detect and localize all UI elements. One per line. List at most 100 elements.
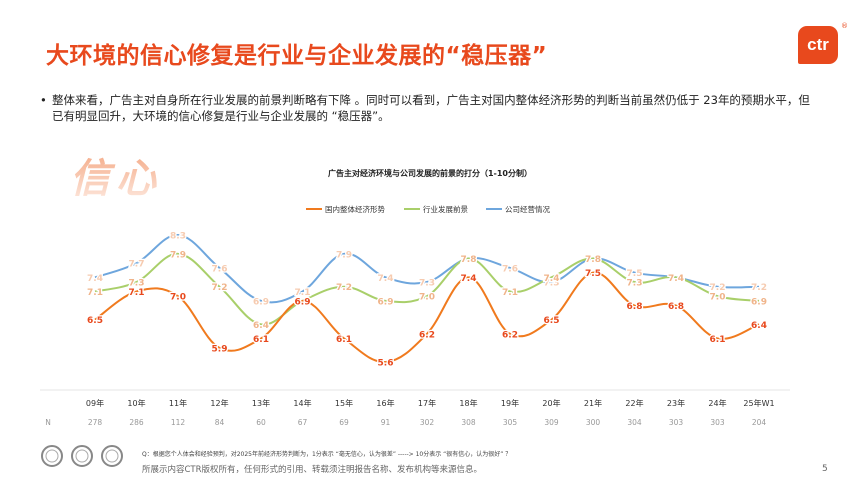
copyright-notice: 所展示内容CTR版权所有，任何形式的引用、转载须注明报告名称、发布机构等来源信息… (142, 465, 483, 475)
x-tick-label: 23年 (667, 398, 685, 408)
page-title: 大环境的信心修复是行业与企业发展的“稳压器” (46, 43, 548, 69)
n-value: 67 (298, 418, 308, 427)
data-label: 6.1 (710, 335, 726, 345)
n-value: 112 (171, 418, 186, 427)
data-label: 7.1 (295, 288, 311, 298)
data-label: 6.4 (253, 321, 269, 331)
x-tick-label: 18年 (459, 398, 477, 408)
data-label: 7.7 (129, 260, 145, 270)
x-tick-label: 09年 (86, 398, 104, 408)
registered-mark: ® (841, 22, 848, 30)
n-value: 84 (215, 418, 225, 427)
x-tick-label: 20年 (542, 398, 560, 408)
x-tick-label: 14年 (293, 398, 311, 408)
data-label: 6.9 (253, 297, 269, 307)
data-label: 7.2 (751, 283, 767, 293)
data-label: 7.3 (419, 279, 435, 289)
chart-legend: 国内整体经济形势 行业发展前景 公司经营情况 (306, 204, 550, 214)
summary-text: 整体来看，广告主对自身所在行业发展的前景判断略有下降 。同时可以看到，广告主对国… (52, 93, 810, 123)
data-label: 7.3 (627, 279, 643, 289)
data-label: 6.5 (87, 316, 103, 326)
chart-title: 广告主对经济环境与公司发展的前景的打分（1-10分制） (328, 168, 532, 178)
series-line (94, 233, 760, 304)
legend-label: 公司经营情况 (505, 204, 550, 214)
x-axis-tick-labels: 09年 10年 11年 12年 13年 14年 15年 16年 17年 18年 19年 20年 21年 2… (86, 398, 775, 408)
data-labels: 7.47.78.37.66.97.17.97.4 7.37.87.67.37.87… (86, 230, 768, 370)
data-label: 7.0 (170, 293, 186, 303)
legend-label: 行业发展前景 (423, 204, 468, 214)
data-label: 7.3 (129, 279, 145, 289)
data-label: 7.5 (627, 269, 643, 279)
data-label: 6.5 (544, 316, 560, 326)
x-tick-label: 16年 (376, 398, 394, 408)
data-label: 6.2 (419, 330, 435, 340)
data-label: 7.1 (87, 288, 103, 298)
n-value: 303 (669, 418, 684, 427)
data-label: 7.9 (170, 250, 186, 260)
n-value: 309 (544, 418, 559, 427)
n-value: 204 (752, 418, 767, 427)
data-label: 7.3 (544, 279, 560, 289)
decor-xinxin-text: 信心 (70, 156, 162, 202)
data-label: 6.8 (627, 302, 643, 312)
x-tick-label: 15年 (335, 398, 353, 408)
data-label: 6.9 (295, 297, 311, 307)
n-value: 278 (88, 418, 103, 427)
ctr-logo: ctr (798, 26, 838, 64)
data-label: 7.4 (668, 274, 684, 284)
x-tick-label: 22年 (625, 398, 643, 408)
data-label: 7.0 (419, 293, 435, 303)
data-label: 7.4 (544, 274, 560, 284)
data-label: 6.4 (751, 321, 767, 331)
data-label: 7.0 (710, 293, 726, 303)
data-label: 5.9 (212, 344, 228, 354)
n-value: 91 (381, 418, 391, 427)
data-label: 6.9 (751, 297, 767, 307)
series-line (94, 271, 760, 364)
n-value: 69 (339, 418, 349, 427)
x-tick-label: 10年 (127, 398, 145, 408)
award-badges (40, 444, 130, 474)
x-tick-label: 25年W1 (743, 398, 774, 408)
x-tick-label: 21年 (584, 398, 602, 408)
data-label: 7.8 (585, 255, 601, 265)
legend-label: 国内整体经济形势 (325, 204, 385, 214)
bullet-dot-icon: • (40, 93, 47, 107)
n-value: 286 (129, 418, 144, 427)
data-label: 6.1 (336, 335, 352, 345)
data-label: 6.9 (295, 297, 311, 307)
data-label: 8.3 (170, 232, 186, 242)
data-label: 5.6 (378, 359, 394, 369)
series-line (94, 252, 760, 326)
sample-size-row: N 278 286 112 84 60 67 69 91 302 308 305 309 300 304 30… (45, 418, 766, 427)
data-label: 7.6 (212, 264, 228, 274)
data-label: 7.9 (336, 250, 352, 260)
data-label: 7.2 (336, 283, 352, 293)
question-footnote: Q：根据您个人体会和经验预判，对2025年前经济形势判断为，1分表示 “毫无信心… (142, 451, 512, 458)
x-tick-label: 17年 (418, 398, 436, 408)
data-label: 7.4 (87, 274, 103, 284)
n-value: 302 (420, 418, 435, 427)
n-value: 300 (586, 418, 601, 427)
data-label: 7.8 (461, 255, 477, 265)
data-label: 7.1 (129, 288, 145, 298)
x-tick-label: 12年 (210, 398, 228, 408)
data-label: 7.8 (461, 255, 477, 265)
data-label: 6.9 (378, 297, 394, 307)
n-value: 305 (503, 418, 518, 427)
page-number: 5 (822, 464, 828, 474)
badge-icon (101, 445, 123, 467)
n-value: 304 (627, 418, 642, 427)
data-label: 6.8 (668, 302, 684, 312)
n-value: 60 (256, 418, 266, 427)
n-value: 303 (710, 418, 725, 427)
data-label: 7.4 (668, 274, 684, 284)
data-label: 7.6 (502, 264, 518, 274)
n-value: 308 (461, 418, 476, 427)
data-label: 7.5 (585, 269, 601, 279)
data-label: 7.4 (378, 274, 394, 284)
data-label: 6.1 (253, 335, 269, 345)
x-tick-label: 24年 (708, 398, 726, 408)
x-tick-label: 11年 (169, 398, 187, 408)
